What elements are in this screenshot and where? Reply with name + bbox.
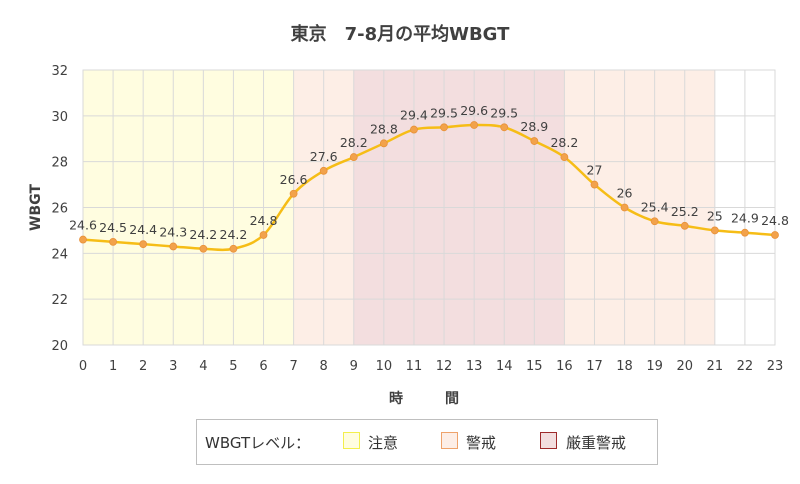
x-tick-label-3: 3 <box>169 359 177 374</box>
legend-label-warning: 警戒 <box>466 434 497 452</box>
data-label-5: 24.2 <box>220 227 248 242</box>
data-label-20: 25.2 <box>671 204 699 219</box>
y-axis-title: WBGT <box>28 184 44 231</box>
data-label-2: 24.4 <box>129 222 157 237</box>
x-tick-label-9: 9 <box>350 359 358 374</box>
legend-label-severe-warning: 厳重警戒 <box>566 434 627 452</box>
data-point-13 <box>470 121 479 129</box>
legend-title: WBGTレベル： <box>205 434 311 452</box>
data-point-16 <box>560 153 569 161</box>
data-point-23 <box>771 231 779 239</box>
data-label-15: 28.9 <box>520 119 548 134</box>
data-point-0 <box>79 235 87 244</box>
y-tick-label-6: 32 <box>51 64 68 79</box>
data-point-4 <box>199 244 208 253</box>
data-label-8: 27.6 <box>310 149 338 164</box>
data-point-1 <box>109 237 117 246</box>
x-tick-label-12: 12 <box>436 359 453 374</box>
data-point-10 <box>379 139 388 148</box>
data-point-17 <box>590 180 599 189</box>
data-point-12 <box>440 123 448 132</box>
x-axis-title: 時 間 <box>389 390 459 407</box>
data-point-14 <box>500 123 509 132</box>
data-point-8 <box>319 166 328 175</box>
data-label-11: 29.4 <box>400 108 428 123</box>
data-label-10: 28.8 <box>370 121 398 136</box>
legend-swatch-caution <box>343 432 360 449</box>
data-label-13: 29.6 <box>460 103 488 118</box>
data-label-0: 24.6 <box>69 218 97 233</box>
data-point-7 <box>289 189 298 198</box>
x-tick-label-23: 23 <box>767 359 784 374</box>
x-tick-label-4: 4 <box>199 359 207 374</box>
x-tick-label-7: 7 <box>289 359 297 374</box>
data-label-21: 25 <box>707 208 723 223</box>
x-tick-label-19: 19 <box>646 359 663 374</box>
data-point-3 <box>169 242 178 251</box>
y-tick-label-4: 28 <box>51 156 68 171</box>
x-tick-label-22: 22 <box>737 359 754 374</box>
data-point-2 <box>139 240 148 249</box>
x-tick-label-20: 20 <box>676 359 693 374</box>
x-tick-label-21: 21 <box>707 359 724 374</box>
data-label-1: 24.5 <box>99 220 127 235</box>
x-tick-label-13: 13 <box>466 359 483 374</box>
x-tick-label-11: 11 <box>406 359 423 374</box>
x-tick-label-17: 17 <box>586 359 603 374</box>
y-tick-label-5: 30 <box>51 110 68 125</box>
x-tick-label-0: 0 <box>79 359 87 374</box>
x-tick-label-8: 8 <box>320 359 328 374</box>
data-label-3: 24.3 <box>159 224 187 239</box>
data-label-23: 24.8 <box>761 213 789 228</box>
data-label-18: 26 <box>617 186 633 201</box>
legend-label-caution: 注意 <box>368 434 399 452</box>
data-point-5 <box>229 244 238 253</box>
data-label-6: 24.8 <box>250 213 278 228</box>
data-point-11 <box>410 125 418 134</box>
data-point-20 <box>680 221 689 230</box>
x-tick-label-5: 5 <box>229 359 237 374</box>
data-point-6 <box>259 231 268 239</box>
x-tick-label-6: 6 <box>259 359 267 374</box>
legend <box>196 419 658 465</box>
data-point-21 <box>710 226 719 235</box>
x-tick-label-16: 16 <box>556 359 573 374</box>
data-point-15 <box>530 137 539 145</box>
data-label-12: 29.5 <box>430 105 458 120</box>
data-point-9 <box>349 153 358 161</box>
data-label-7: 26.6 <box>280 172 308 187</box>
x-tick-label-1: 1 <box>109 359 117 374</box>
y-tick-label-2: 24 <box>51 247 68 262</box>
data-label-14: 29.5 <box>490 105 518 120</box>
x-tick-label-18: 18 <box>616 359 633 374</box>
x-tick-label-14: 14 <box>496 359 513 374</box>
x-tick-label-15: 15 <box>526 359 543 374</box>
data-label-17: 27 <box>587 163 603 178</box>
legend-swatch-warning <box>441 432 458 449</box>
data-label-4: 24.2 <box>189 227 217 242</box>
data-label-22: 24.9 <box>731 211 759 226</box>
data-label-19: 25.4 <box>641 199 669 214</box>
data-point-18 <box>620 203 629 212</box>
x-tick-label-2: 2 <box>139 359 147 374</box>
y-tick-label-3: 26 <box>51 202 68 217</box>
y-tick-label-1: 22 <box>51 293 68 308</box>
plot-border <box>82 69 776 346</box>
legend-swatch-severe-warning <box>540 432 557 449</box>
data-point-19 <box>650 217 659 226</box>
y-tick-label-0: 20 <box>51 339 68 354</box>
data-label-9: 28.2 <box>340 135 368 150</box>
chart-title: 東京 7-8月の平均WBGT <box>291 23 511 45</box>
x-tick-label-10: 10 <box>376 359 393 374</box>
data-label-16: 28.2 <box>550 135 578 150</box>
data-point-22 <box>741 228 749 237</box>
